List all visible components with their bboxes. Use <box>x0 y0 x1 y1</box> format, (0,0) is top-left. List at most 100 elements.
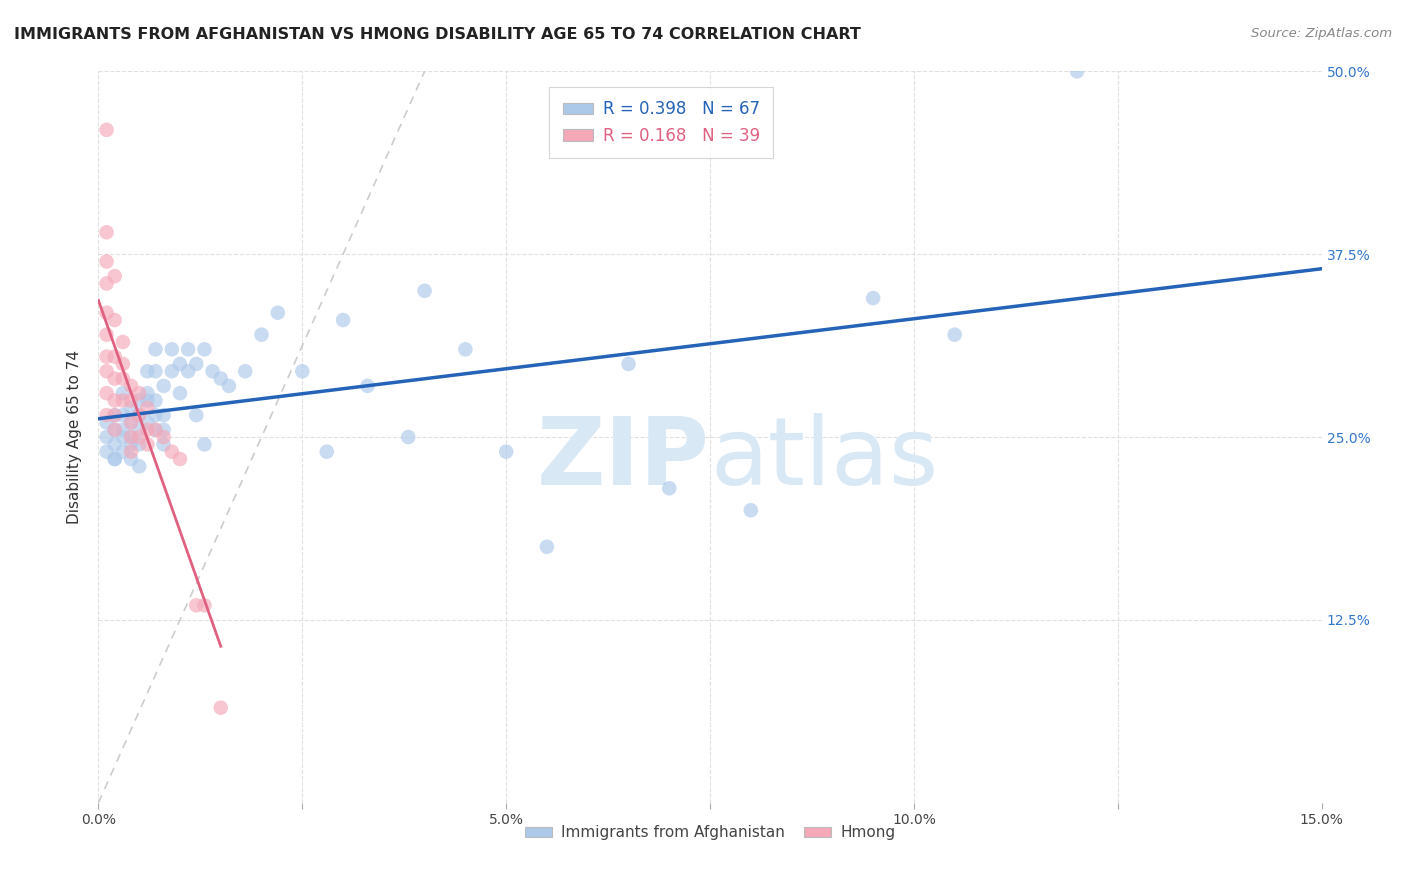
Point <box>186 408 208 422</box>
Point <box>495 444 517 458</box>
Point <box>160 444 183 458</box>
Point <box>111 430 134 444</box>
Point <box>413 284 436 298</box>
Point <box>104 393 127 408</box>
Point <box>145 393 167 408</box>
Text: atlas: atlas <box>710 413 938 505</box>
Point <box>96 254 118 268</box>
Point <box>943 327 966 342</box>
Point <box>218 379 240 393</box>
Point <box>104 423 127 437</box>
Point <box>96 444 118 458</box>
Point <box>120 452 142 467</box>
Point <box>120 379 142 393</box>
Point <box>740 503 762 517</box>
Point <box>104 423 127 437</box>
Point <box>120 416 142 430</box>
Text: ZIP: ZIP <box>537 413 710 505</box>
Point <box>658 481 681 495</box>
Point <box>128 430 150 444</box>
Point <box>145 343 167 357</box>
Point <box>332 313 354 327</box>
Point <box>169 452 191 467</box>
Point <box>120 401 142 415</box>
Point <box>136 401 159 415</box>
Text: Source: ZipAtlas.com: Source: ZipAtlas.com <box>1251 27 1392 40</box>
Point <box>96 277 118 291</box>
Point <box>145 408 167 422</box>
Point <box>111 386 134 401</box>
Point <box>152 430 174 444</box>
Point <box>152 379 174 393</box>
Point <box>96 386 118 401</box>
Point <box>104 437 127 451</box>
Point <box>96 416 118 430</box>
Point <box>186 357 208 371</box>
Point <box>193 437 215 451</box>
Point <box>250 327 273 342</box>
Point <box>96 225 118 239</box>
Legend: Immigrants from Afghanistan, Hmong: Immigrants from Afghanistan, Hmong <box>519 819 901 847</box>
Point <box>160 343 183 357</box>
Point <box>356 379 378 393</box>
Point <box>169 386 191 401</box>
Point <box>396 430 419 444</box>
Point <box>111 334 134 349</box>
Point <box>128 459 150 474</box>
Point <box>454 343 477 357</box>
Point <box>177 364 200 378</box>
Point <box>145 423 167 437</box>
Point <box>536 540 558 554</box>
Point <box>128 437 150 451</box>
Point <box>209 700 232 714</box>
Point <box>128 408 150 422</box>
Point <box>104 452 127 467</box>
Point <box>111 444 134 458</box>
Point <box>152 423 174 437</box>
Point <box>96 350 118 364</box>
Point <box>201 364 224 378</box>
Point <box>128 408 150 422</box>
Point <box>111 371 134 385</box>
Point <box>186 599 208 613</box>
Point <box>233 364 256 378</box>
Point <box>104 313 127 327</box>
Point <box>111 393 134 408</box>
Point <box>152 437 174 451</box>
Point <box>152 408 174 422</box>
Point <box>209 371 232 385</box>
Point <box>96 408 118 422</box>
Point <box>111 357 134 371</box>
Point <box>111 423 134 437</box>
Point <box>145 423 167 437</box>
Point <box>136 393 159 408</box>
Point <box>104 371 127 385</box>
Point <box>104 452 127 467</box>
Point <box>128 393 150 408</box>
Point <box>96 306 118 320</box>
Point <box>120 444 142 458</box>
Point <box>136 386 159 401</box>
Point <box>160 364 183 378</box>
Point <box>169 357 191 371</box>
Point <box>96 123 118 137</box>
Point <box>862 291 884 305</box>
Point <box>136 416 159 430</box>
Point <box>120 393 142 408</box>
Point <box>120 437 142 451</box>
Point <box>136 423 159 437</box>
Text: IMMIGRANTS FROM AFGHANISTAN VS HMONG DISABILITY AGE 65 TO 74 CORRELATION CHART: IMMIGRANTS FROM AFGHANISTAN VS HMONG DIS… <box>14 27 860 42</box>
Point <box>104 350 127 364</box>
Point <box>96 430 118 444</box>
Point <box>177 343 200 357</box>
Point <box>193 599 215 613</box>
Point <box>267 306 290 320</box>
Point <box>128 386 150 401</box>
Point <box>104 269 127 284</box>
Point <box>291 364 314 378</box>
Point <box>617 357 640 371</box>
Point <box>120 430 142 444</box>
Point <box>193 343 215 357</box>
Point <box>136 364 159 378</box>
Point <box>104 408 127 422</box>
